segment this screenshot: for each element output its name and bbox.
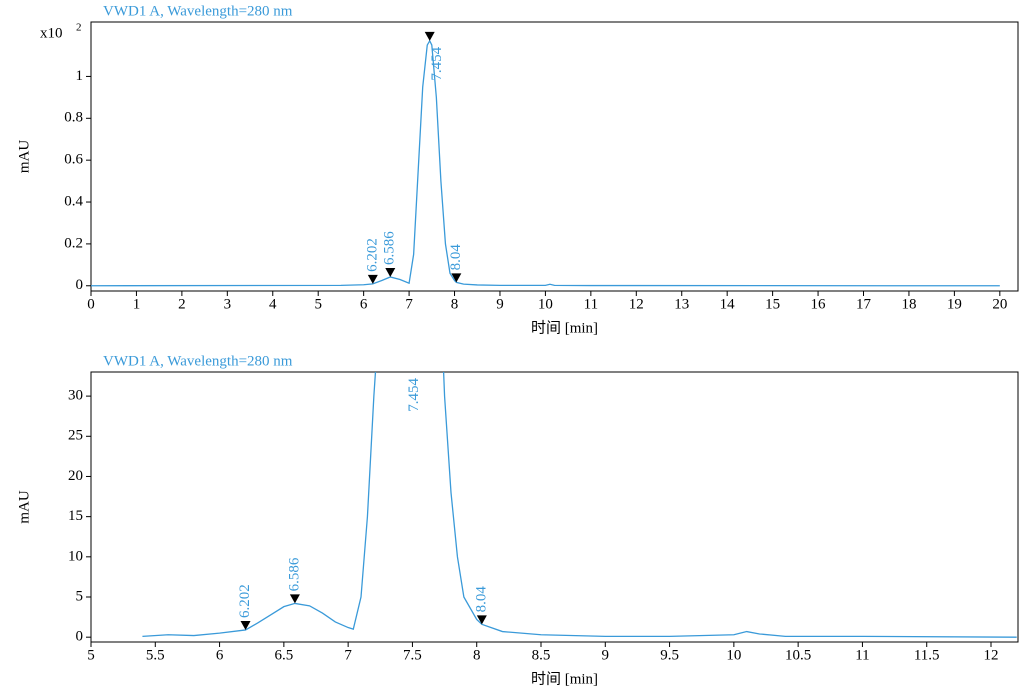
x-tick-label: 7 xyxy=(405,296,413,312)
signal-line xyxy=(91,39,1000,287)
y-tick-label: 0.8 xyxy=(64,110,83,126)
peak-marker xyxy=(289,594,300,604)
y-tick-label: 15 xyxy=(68,508,83,524)
peak-marker xyxy=(424,31,435,41)
y-tick-label: 25 xyxy=(68,428,83,444)
x-tick-label: 10 xyxy=(726,647,741,663)
y-tick-label: 10 xyxy=(68,548,83,564)
x-axis-label: 时间 [min] xyxy=(531,670,598,687)
peak-label: 6.202 xyxy=(237,584,253,618)
plot-area xyxy=(142,372,1017,638)
x-tick-label: 13 xyxy=(674,296,689,312)
x-tick-label: 9 xyxy=(602,647,610,663)
x-tick-label: 5.5 xyxy=(146,647,165,663)
x-tick-label: 6.5 xyxy=(274,647,293,663)
peak-label: 7.454 xyxy=(429,46,445,80)
peak-marker xyxy=(367,274,378,284)
peak-marker xyxy=(451,273,462,283)
x-tick-label: 1 xyxy=(133,296,141,312)
x-tick-label: 5 xyxy=(87,647,95,663)
x-tick-label: 11 xyxy=(855,647,869,663)
chart-title: VWD1 A, Wavelength=280 nm xyxy=(103,3,293,19)
y-tick-label: 0.4 xyxy=(64,193,83,209)
x-tick-label: 8 xyxy=(473,647,481,663)
y-tick-label: 0.2 xyxy=(64,235,83,251)
y-axis-label: mAU xyxy=(16,140,32,174)
x-tick-label: 12 xyxy=(984,647,999,663)
peak-label: 8.04 xyxy=(473,586,489,613)
peak-label: 8.04 xyxy=(448,244,464,271)
signal-line xyxy=(142,372,1017,638)
peak-marker xyxy=(476,615,487,625)
peak-label: 6.586 xyxy=(286,557,302,591)
y-tick-label: 1 xyxy=(76,68,84,84)
x-tick-label: 15 xyxy=(765,296,780,312)
plot-frame xyxy=(90,21,1019,292)
y-tick-label: 0 xyxy=(76,629,84,645)
peak-marker xyxy=(385,267,396,277)
plot-frame xyxy=(90,371,1019,643)
x-tick-label: 19 xyxy=(947,296,962,312)
x-tick-label: 6 xyxy=(216,647,224,663)
x-tick-label: 14 xyxy=(720,296,736,312)
x-tick-label: 10 xyxy=(538,296,553,312)
y-tick-label: 20 xyxy=(68,468,83,484)
peak-label: 6.202 xyxy=(364,238,380,272)
x-tick-label: 7.5 xyxy=(403,647,422,663)
x-tick-label: 9 xyxy=(496,296,504,312)
y-axis-label: mAU xyxy=(16,490,32,524)
x-tick-label: 17 xyxy=(856,296,872,312)
x-tick-label: 6 xyxy=(360,296,368,312)
x-tick-label: 20 xyxy=(992,296,1007,312)
plot-area xyxy=(91,31,1000,287)
x-tick-label: 7 xyxy=(344,647,352,663)
x-tick-label: 11 xyxy=(584,296,598,312)
y-tick-label: 0 xyxy=(76,277,84,293)
x-tick-label: 11.5 xyxy=(914,647,940,663)
y-tick-label: 5 xyxy=(76,588,84,604)
x-tick-label: 2 xyxy=(178,296,186,312)
y-tick-label: 0.6 xyxy=(64,152,83,168)
x-tick-label: 12 xyxy=(629,296,644,312)
x-tick-label: 9.5 xyxy=(660,647,679,663)
y-multiplier: x10 xyxy=(40,25,63,41)
x-tick-label: 16 xyxy=(811,296,827,312)
chart-title: VWD1 A, Wavelength=280 nm xyxy=(103,353,293,369)
x-tick-label: 3 xyxy=(224,296,232,312)
y-multiplier-exp: 2 xyxy=(76,22,82,34)
x-tick-label: 4 xyxy=(269,296,277,312)
x-tick-label: 8.5 xyxy=(532,647,551,663)
x-tick-label: 0 xyxy=(87,296,95,312)
x-tick-label: 10.5 xyxy=(785,647,811,663)
peak-label: 7.454 xyxy=(406,378,422,412)
peak-label: 6.586 xyxy=(382,231,398,265)
y-tick-label: 30 xyxy=(68,388,83,404)
x-tick-label: 18 xyxy=(901,296,916,312)
peak-marker xyxy=(240,620,251,630)
x-axis-label: 时间 [min] xyxy=(531,319,598,336)
x-tick-label: 8 xyxy=(451,296,459,312)
x-tick-label: 5 xyxy=(314,296,322,312)
